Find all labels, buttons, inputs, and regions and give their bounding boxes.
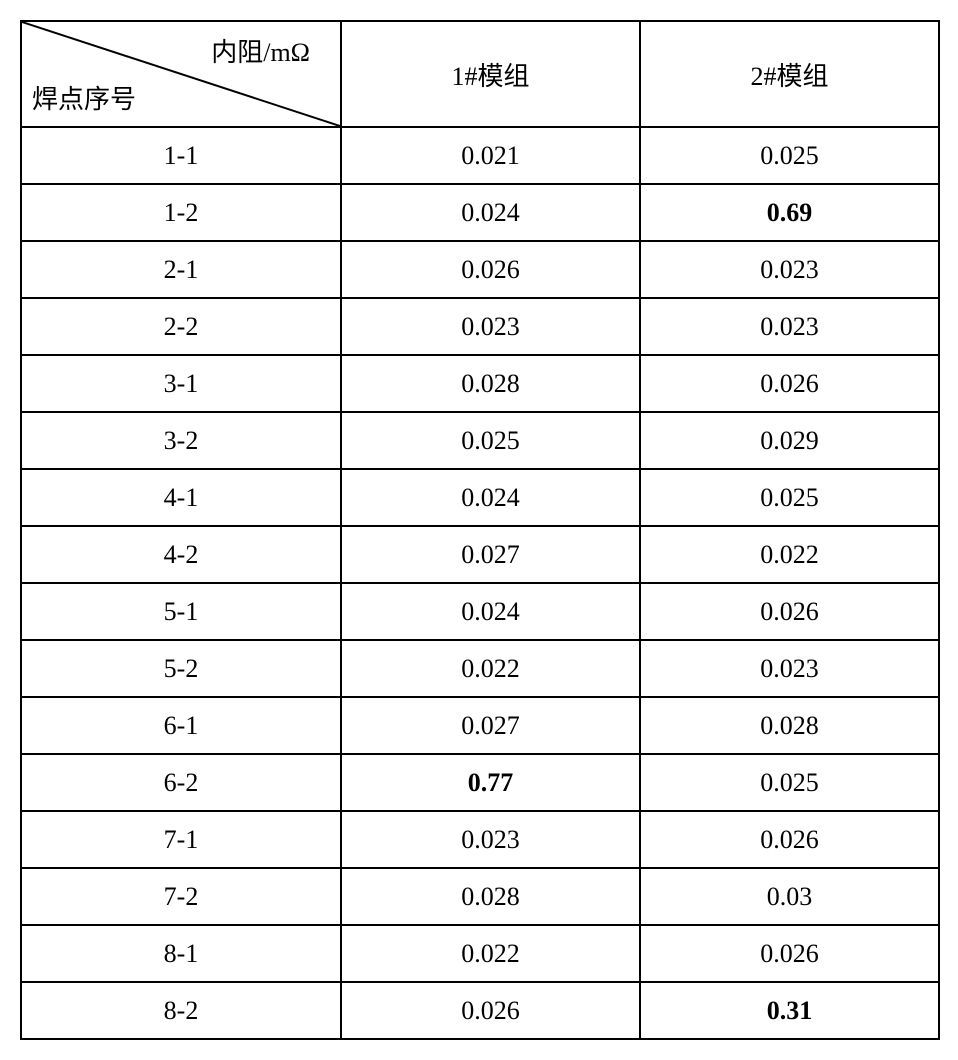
table-row: 4-10.0240.025 xyxy=(21,469,939,526)
cell-v1: 0.021 xyxy=(341,127,640,184)
table-row: 6-20.770.025 xyxy=(21,754,939,811)
cell-id: 5-2 xyxy=(21,640,341,697)
cell-v2: 0.026 xyxy=(640,355,939,412)
table-row: 7-20.0280.03 xyxy=(21,868,939,925)
table-row: 4-20.0270.022 xyxy=(21,526,939,583)
cell-v1: 0.022 xyxy=(341,640,640,697)
cell-v2: 0.025 xyxy=(640,127,939,184)
cell-v2: 0.69 xyxy=(640,184,939,241)
table-row: 1-20.0240.69 xyxy=(21,184,939,241)
cell-id: 2-2 xyxy=(21,298,341,355)
table-row: 3-10.0280.026 xyxy=(21,355,939,412)
cell-v1: 0.022 xyxy=(341,925,640,982)
cell-v2: 0.023 xyxy=(640,241,939,298)
cell-v2: 0.31 xyxy=(640,982,939,1039)
table-row: 2-10.0260.023 xyxy=(21,241,939,298)
cell-v2: 0.025 xyxy=(640,469,939,526)
cell-v2: 0.025 xyxy=(640,754,939,811)
cell-v1: 0.024 xyxy=(341,184,640,241)
cell-v2: 0.026 xyxy=(640,811,939,868)
table-header-row: 内阻/mΩ 焊点序号 1#模组 2#模组 xyxy=(21,21,939,127)
header-sequence-label: 焊点序号 xyxy=(32,79,136,116)
cell-id: 5-1 xyxy=(21,583,341,640)
table-row: 1-10.0210.025 xyxy=(21,127,939,184)
cell-id: 7-1 xyxy=(21,811,341,868)
cell-id: 3-2 xyxy=(21,412,341,469)
cell-v2: 0.03 xyxy=(640,868,939,925)
cell-v2: 0.029 xyxy=(640,412,939,469)
table-row: 6-10.0270.028 xyxy=(21,697,939,754)
cell-v1: 0.027 xyxy=(341,697,640,754)
header-resistance-label: 内阻/mΩ xyxy=(211,32,310,69)
cell-id: 3-1 xyxy=(21,355,341,412)
table-row: 2-20.0230.023 xyxy=(21,298,939,355)
cell-v1: 0.025 xyxy=(341,412,640,469)
table-row: 5-20.0220.023 xyxy=(21,640,939,697)
cell-v2: 0.023 xyxy=(640,640,939,697)
resistance-table: 内阻/mΩ 焊点序号 1#模组 2#模组 1-10.0210.025 1-20.… xyxy=(20,20,940,1040)
table-row: 8-10.0220.026 xyxy=(21,925,939,982)
cell-id: 1-2 xyxy=(21,184,341,241)
cell-id: 8-1 xyxy=(21,925,341,982)
cell-id: 6-2 xyxy=(21,754,341,811)
cell-v2: 0.026 xyxy=(640,925,939,982)
cell-v1: 0.023 xyxy=(341,298,640,355)
cell-v2: 0.022 xyxy=(640,526,939,583)
cell-v2: 0.023 xyxy=(640,298,939,355)
diagonal-header-cell: 内阻/mΩ 焊点序号 xyxy=(21,21,341,127)
cell-v1: 0.028 xyxy=(341,868,640,925)
cell-v1: 0.024 xyxy=(341,583,640,640)
cell-v1: 0.026 xyxy=(341,982,640,1039)
cell-v2: 0.028 xyxy=(640,697,939,754)
table-row: 5-10.0240.026 xyxy=(21,583,939,640)
cell-v1: 0.77 xyxy=(341,754,640,811)
cell-v1: 0.024 xyxy=(341,469,640,526)
cell-v2: 0.026 xyxy=(640,583,939,640)
cell-id: 4-1 xyxy=(21,469,341,526)
cell-v1: 0.028 xyxy=(341,355,640,412)
cell-v1: 0.026 xyxy=(341,241,640,298)
cell-id: 7-2 xyxy=(21,868,341,925)
cell-id: 6-1 xyxy=(21,697,341,754)
table-row: 3-20.0250.029 xyxy=(21,412,939,469)
cell-id: 4-2 xyxy=(21,526,341,583)
table-row: 7-10.0230.026 xyxy=(21,811,939,868)
header-module-2: 2#模组 xyxy=(640,21,939,127)
cell-id: 1-1 xyxy=(21,127,341,184)
header-module-1: 1#模组 xyxy=(341,21,640,127)
table-body: 1-10.0210.025 1-20.0240.69 2-10.0260.023… xyxy=(21,127,939,1039)
cell-v1: 0.027 xyxy=(341,526,640,583)
table-row: 8-20.0260.31 xyxy=(21,982,939,1039)
cell-id: 2-1 xyxy=(21,241,341,298)
cell-v1: 0.023 xyxy=(341,811,640,868)
cell-id: 8-2 xyxy=(21,982,341,1039)
